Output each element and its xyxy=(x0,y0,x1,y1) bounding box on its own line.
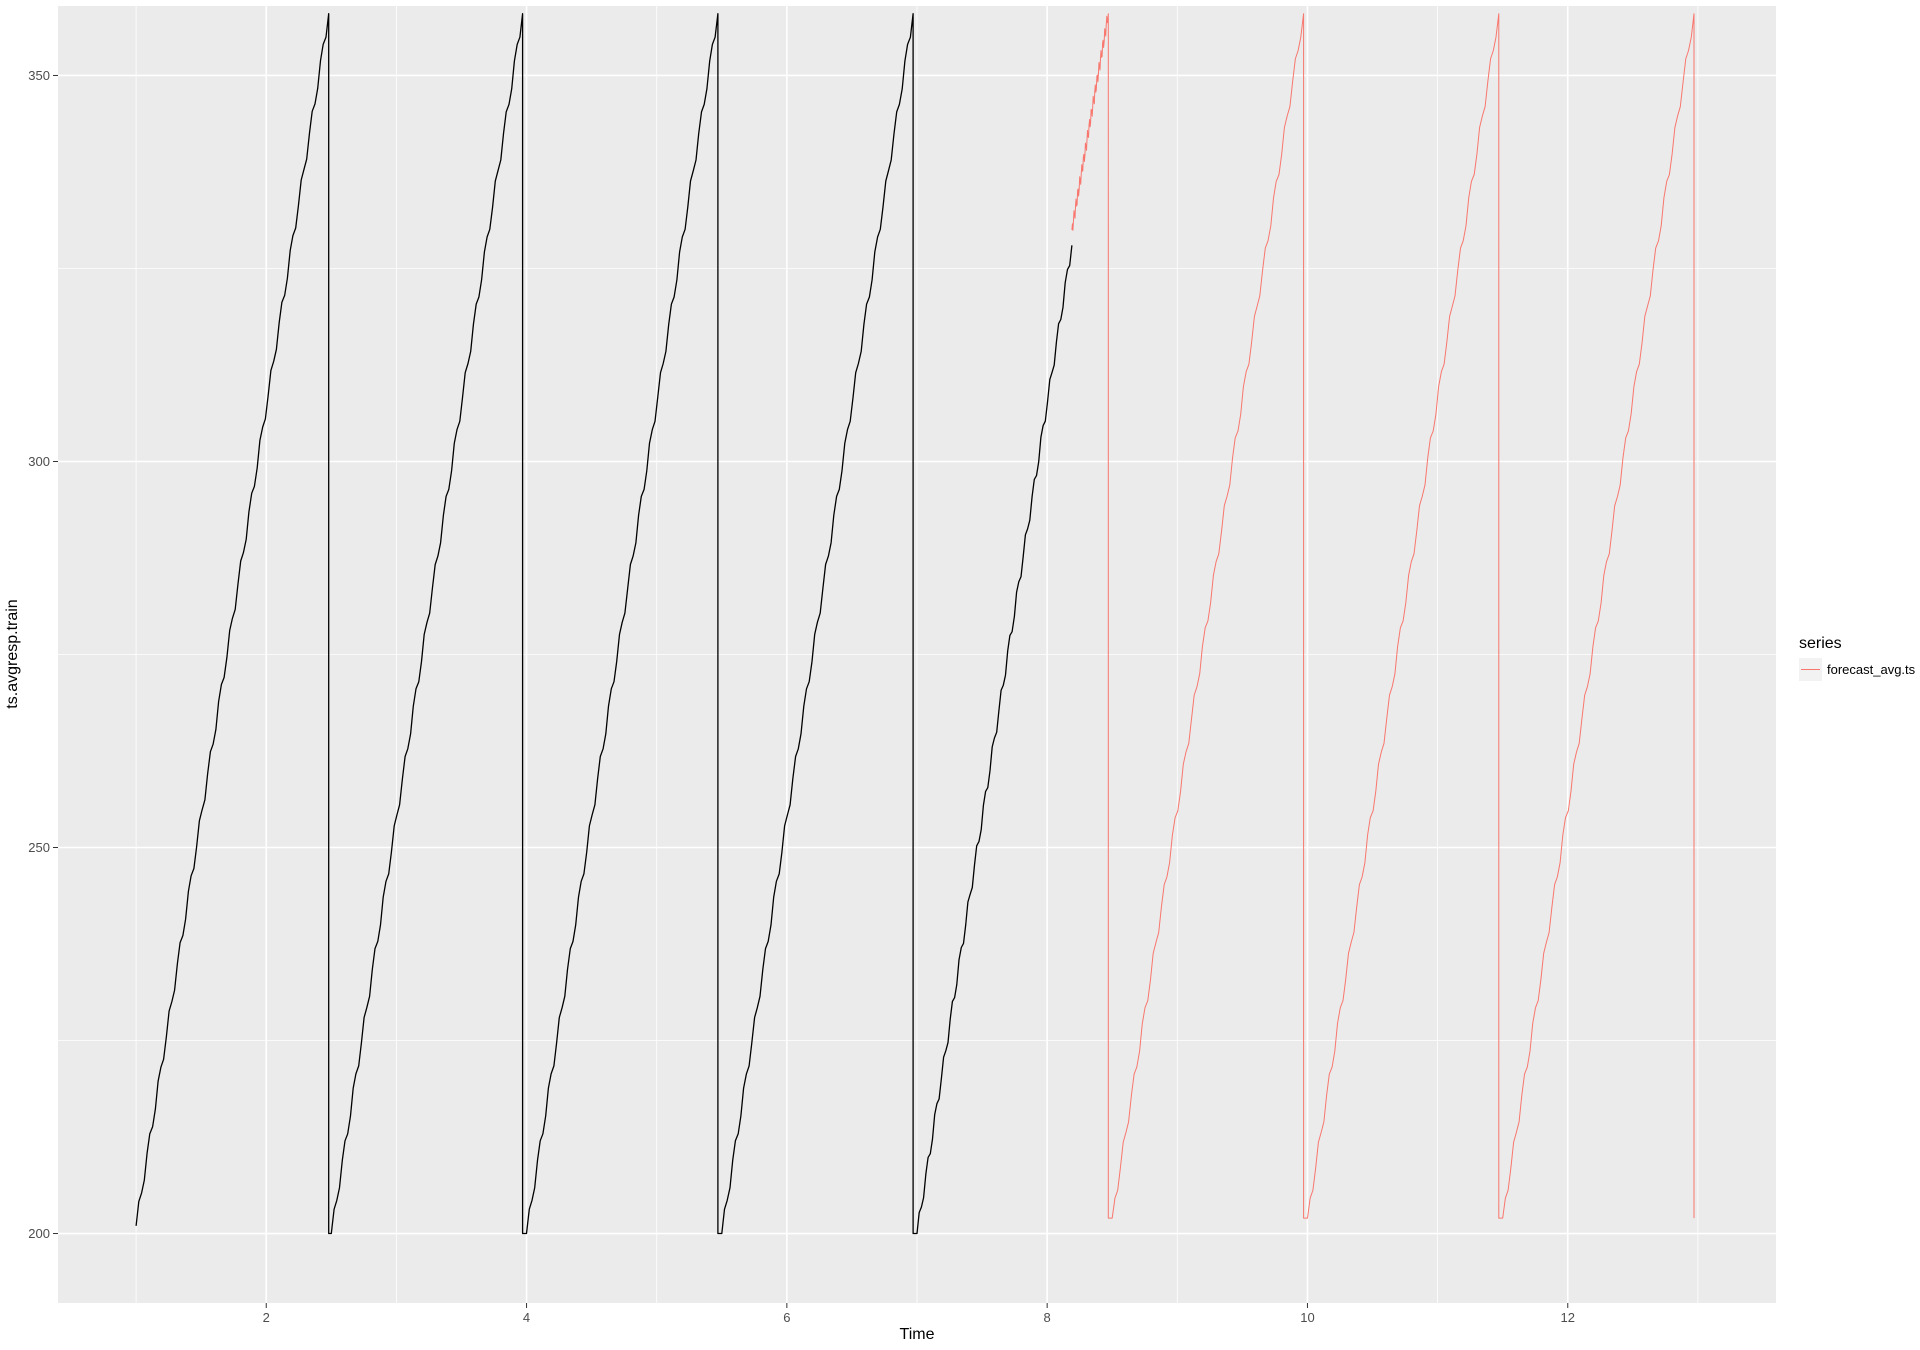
training-series-line xyxy=(135,13,1073,1235)
major-gridlines xyxy=(58,6,1776,1303)
legend-title: series xyxy=(1799,635,1842,652)
legend: series forecast_avg.ts xyxy=(1799,635,1916,681)
minor-gridlines xyxy=(58,6,1776,1303)
x-tick-label: 4 xyxy=(523,1310,530,1325)
x-tick-label: 8 xyxy=(1044,1310,1051,1325)
forecast-series-line xyxy=(1071,13,1695,1219)
x-axis-title: Time xyxy=(900,1326,935,1343)
axis-ticks xyxy=(53,74,1569,1308)
x-tick-label: 2 xyxy=(263,1310,270,1325)
y-tick-label: 300 xyxy=(28,454,50,469)
y-tick-label: 350 xyxy=(28,68,50,83)
x-tick-label: 12 xyxy=(1561,1310,1575,1325)
tick-labels: 2 4 6 8 10 12 200 250 300 350 xyxy=(28,68,1575,1325)
legend-entry-forecast: forecast_avg.ts xyxy=(1827,662,1916,677)
y-tick-label: 250 xyxy=(28,840,50,855)
y-axis-title: ts.avgresp.train xyxy=(4,599,21,708)
x-tick-label: 10 xyxy=(1300,1310,1314,1325)
x-tick-label: 6 xyxy=(783,1310,790,1325)
y-tick-label: 200 xyxy=(28,1226,50,1241)
series-layer xyxy=(135,13,1695,1235)
